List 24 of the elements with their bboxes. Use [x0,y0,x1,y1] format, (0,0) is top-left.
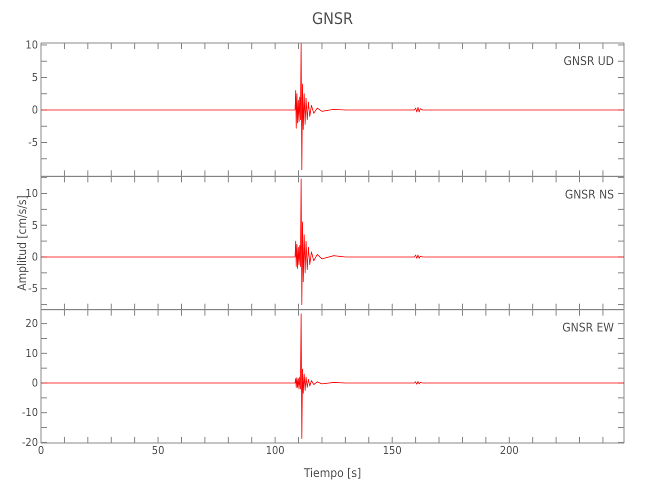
y-tick-label: 5 [32,70,38,84]
annotation: GNSR UD [564,54,614,68]
x-tick-label: 200 [500,444,519,457]
line-series [40,313,624,439]
annotation: GNSR EW [562,320,614,335]
y-tick-label: 10 [25,346,38,360]
y-tick-label: -20 [22,436,38,449]
y-tick-label: 10 [25,38,38,52]
y-tick-label: 0 [32,104,38,117]
y-tick-label: -5 [28,282,38,296]
annotation: GNSR NS [564,187,614,202]
x-tick-label: 50 [152,444,164,457]
y-tick-label: 0 [32,376,38,390]
y-tick-label: 0 [32,250,38,264]
line-series [40,178,624,305]
y-tick-label: 5 [32,218,38,232]
x-tick-label: 150 [382,444,402,457]
y-tick-label: -5 [28,136,38,150]
y-axis-title: Amplitud [cm/s/s] [15,195,29,291]
y-tick-label: 20 [25,317,38,330]
x-axis-title: Tiempo [s] [302,466,362,480]
x-tick-label: 100 [266,444,285,457]
chart-title: GNSR [312,9,354,28]
y-tick-label: -10 [22,406,38,420]
